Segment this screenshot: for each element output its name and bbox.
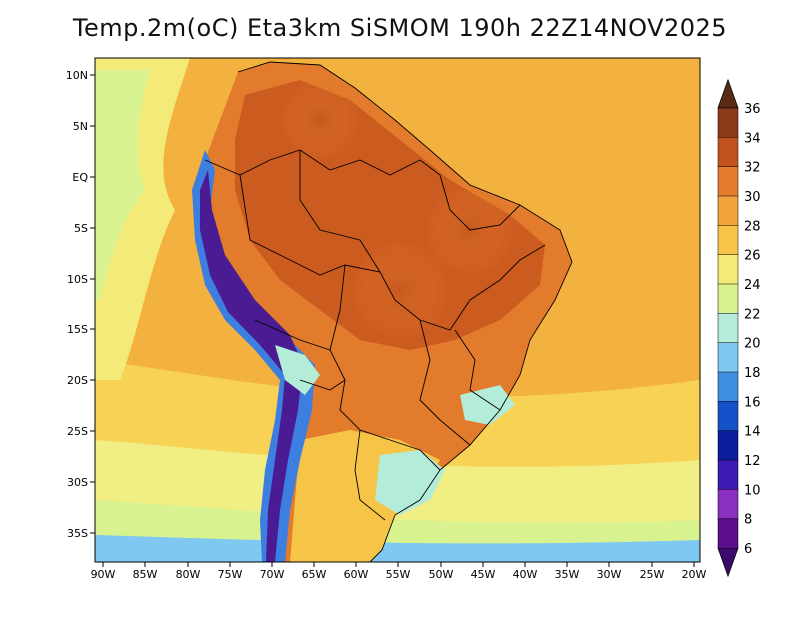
colorbar-segments: [717, 107, 739, 549]
lon-tick: 70W: [260, 562, 285, 581]
lon-label: 90W: [91, 568, 116, 581]
lon-label: 35W: [555, 568, 580, 581]
lon-tick: 65W: [302, 562, 327, 581]
colorbar-label: 6: [744, 542, 752, 557]
lat-label: 30S: [67, 476, 88, 489]
lon-label: 55W: [386, 568, 411, 581]
colorbar: 36 34 32 30 28 26 24 22 20 18 16 14 12 10 8 6: [717, 78, 761, 578]
lon-label: 75W: [218, 568, 243, 581]
lat-tick: 10N: [66, 69, 95, 82]
colorbar-segment: [717, 430, 739, 461]
lon-tick: 30W: [597, 562, 622, 581]
lon-label: 70W: [260, 568, 285, 581]
lon-label: 80W: [176, 568, 201, 581]
colorbar-label: 32: [744, 161, 761, 176]
lon-tick: 80W: [176, 562, 201, 581]
colorbar-labels: 36 34 32 30 28 26 24 22 20 18 16 14 12 10 8 6: [744, 102, 761, 557]
lat-tick: 25S: [67, 425, 95, 438]
colorbar-segment: [717, 313, 739, 344]
andes-cold: [200, 170, 303, 562]
lat-label: 10N: [66, 69, 88, 82]
map-title: Temp.2m(oC) Eta3km SiSMOM 190h 22Z14NOV2…: [72, 14, 728, 42]
lat-label: 20S: [67, 374, 88, 387]
map-frame: [94, 57, 701, 563]
lat-tick: 15S: [67, 323, 95, 336]
colorbar-segment: [717, 342, 739, 373]
longitude-axis: 90W 85W 80W 75W 70W 65W 60W 55W 50W 45W …: [91, 562, 707, 581]
temperature-field: [95, 58, 700, 562]
lat-tick: 5N: [73, 120, 95, 133]
latitude-axis: 10N 5N EQ 5S 10S 15S 20S 25S 30S 35S: [66, 69, 95, 540]
ocean-cold-band: [95, 535, 700, 562]
lon-label: 50W: [429, 568, 454, 581]
lat-label: 5S: [74, 222, 88, 235]
colorbar-segment: [717, 401, 739, 432]
colorbar-top-arrow: [717, 78, 739, 109]
colorbar-label: 36: [744, 102, 761, 117]
lon-tick: 90W: [91, 562, 116, 581]
colorbar-segment: [717, 225, 739, 256]
lon-label: 25W: [640, 568, 665, 581]
south-brazil-cool: [375, 450, 445, 515]
colorbar-segment: [717, 254, 739, 285]
lon-tick: 35W: [555, 562, 580, 581]
lon-label: 20W: [682, 568, 707, 581]
colorbar-label: 10: [744, 483, 761, 498]
lon-label: 65W: [302, 568, 327, 581]
lon-tick: 85W: [133, 562, 158, 581]
lon-tick: 50W: [429, 562, 454, 581]
colorbar-label: 16: [744, 395, 761, 410]
lat-label: 35S: [67, 527, 88, 540]
colorbar-segment: [717, 195, 739, 227]
colorbar-label: 30: [744, 190, 761, 205]
lat-label: 15S: [67, 323, 88, 336]
lon-tick: 20W: [682, 562, 707, 581]
colorbar-segment: [717, 166, 739, 197]
lat-tick: 35S: [67, 527, 95, 540]
colorbar-segment: [717, 371, 739, 403]
lon-label: 60W: [344, 568, 369, 581]
colorbar-label: 26: [744, 249, 761, 264]
lat-label: 25S: [67, 425, 88, 438]
colorbar-segment: [717, 107, 739, 139]
country-borders: [204, 61, 573, 562]
lon-label: 30W: [597, 568, 622, 581]
colorbar-label: 34: [744, 131, 761, 146]
colorbar-label: 20: [744, 337, 761, 352]
lon-label: 40W: [513, 568, 538, 581]
lon-label: 45W: [471, 568, 496, 581]
colorbar-segment: [717, 283, 739, 315]
pacific-cool-patch: [95, 70, 150, 300]
lat-label: 10S: [67, 273, 88, 286]
colorbar-segment: [717, 489, 739, 520]
lat-tick: EQ: [72, 171, 95, 184]
lat-label: 5N: [73, 120, 88, 133]
colorbar-label: 22: [744, 307, 761, 322]
lon-tick: 45W: [471, 562, 496, 581]
lat-tick: 30S: [67, 476, 95, 489]
lat-tick: 5S: [74, 222, 95, 235]
colorbar-segment: [717, 459, 739, 491]
colorbar-bottom-arrow: [717, 547, 739, 578]
colorbar-label: 24: [744, 278, 761, 293]
lon-tick: 60W: [344, 562, 369, 581]
lat-label: EQ: [72, 171, 88, 184]
lat-tick: 10S: [67, 273, 95, 286]
colorbar-label: 14: [744, 425, 761, 440]
lon-tick: 75W: [218, 562, 243, 581]
colorbar-segment: [717, 137, 739, 168]
lon-tick: 40W: [513, 562, 538, 581]
lat-tick: 20S: [67, 374, 95, 387]
colorbar-label: 8: [744, 513, 752, 528]
lon-tick: 25W: [640, 562, 665, 581]
lon-label: 85W: [133, 568, 158, 581]
southeast-cool: [460, 385, 515, 425]
colorbar-label: 12: [744, 454, 761, 469]
lon-tick: 55W: [386, 562, 411, 581]
colorbar-segment: [717, 518, 739, 549]
colorbar-label: 18: [744, 366, 761, 381]
colorbar-label: 28: [744, 219, 761, 234]
